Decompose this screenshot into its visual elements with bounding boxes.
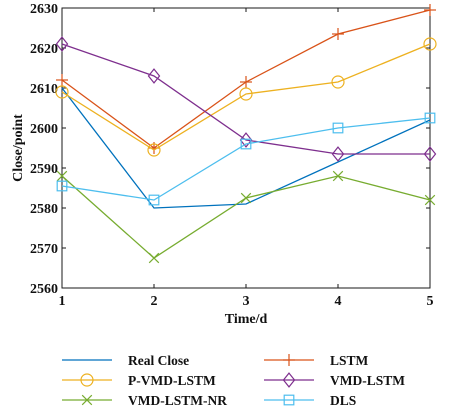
series-real-close — [61, 87, 431, 209]
y-tick-label: 2600 — [30, 122, 58, 137]
plot-area — [61, 7, 431, 289]
series-line — [61, 87, 431, 209]
legend: Real Close LSTM P-VMD-LSTM VMD-LSTM VMD-LSTM… — [62, 353, 405, 408]
diamond-marker — [423, 146, 437, 162]
square-marker — [148, 194, 160, 206]
y-tick-label: 2610 — [30, 82, 58, 97]
x-tick-label: 5 — [427, 294, 434, 309]
legend-item: VMD-LSTM-NR — [62, 393, 227, 408]
x-tick-label: 2 — [151, 294, 158, 309]
circle-marker — [423, 37, 437, 51]
series-line — [61, 43, 430, 155]
plus-marker — [56, 74, 68, 86]
square-marker — [424, 112, 436, 124]
square-marker — [56, 180, 68, 192]
x-marker — [81, 394, 93, 406]
circle-marker — [80, 373, 94, 387]
x-axis-title: Time/d — [225, 312, 268, 327]
circle-marker — [147, 143, 161, 157]
plus-marker — [283, 354, 295, 366]
series-line — [61, 117, 431, 201]
axis-ticks: 1 2 3 4 5 2560 2570 2580 2590 2600 2610 2620 2630 — [30, 2, 434, 309]
legend-label: VMD-LSTM — [330, 373, 405, 388]
square-marker — [240, 138, 252, 150]
series-vmd-lstm-nr — [56, 170, 436, 264]
legend-item: DLS — [264, 393, 356, 408]
y-tick-label: 2560 — [30, 282, 58, 297]
circle-marker — [239, 87, 253, 101]
y-tick-label: 2580 — [30, 202, 58, 217]
x-marker — [332, 170, 344, 182]
y-tick-label: 2620 — [30, 42, 58, 57]
x-marker — [148, 252, 160, 264]
legend-item: LSTM — [264, 353, 369, 368]
plus-marker — [424, 4, 436, 16]
y-axis-title: Close/point — [11, 114, 26, 182]
plus-marker — [240, 76, 252, 88]
y-tick-label: 2570 — [30, 242, 58, 257]
x-marker — [56, 170, 68, 182]
plus-marker — [332, 28, 344, 40]
legend-item: Real Close — [62, 353, 189, 368]
y-tick-label: 2590 — [30, 162, 58, 177]
legend-label: P-VMD-LSTM — [128, 373, 216, 388]
series-dls — [56, 112, 436, 206]
diamond-marker — [282, 372, 296, 388]
diamond-marker — [147, 68, 161, 84]
diamond-marker — [55, 36, 69, 52]
series-line — [61, 43, 431, 151]
legend-item: VMD-LSTM — [264, 372, 405, 388]
x-tick-label: 3 — [243, 294, 250, 309]
y-tick-label: 2630 — [30, 2, 58, 17]
diamond-marker — [331, 146, 345, 162]
x-tick-label: 1 — [59, 294, 66, 309]
x-marker — [240, 192, 252, 204]
series-p-vmd-lstm — [55, 37, 437, 157]
legend-label: Real Close — [128, 353, 189, 368]
series-vmd-lstm — [55, 36, 437, 162]
legend-label: VMD-LSTM-NR — [128, 393, 227, 408]
square-marker — [332, 122, 344, 134]
square-marker — [283, 394, 295, 406]
circle-marker — [55, 85, 69, 99]
x-tick-label: 4 — [335, 294, 342, 309]
x-marker — [424, 194, 436, 206]
diamond-marker — [239, 132, 253, 148]
legend-label: LSTM — [330, 353, 369, 368]
legend-item: P-VMD-LSTM — [62, 373, 216, 388]
series-layer — [55, 4, 437, 264]
legend-label: DLS — [330, 393, 356, 408]
circle-marker — [331, 75, 345, 89]
